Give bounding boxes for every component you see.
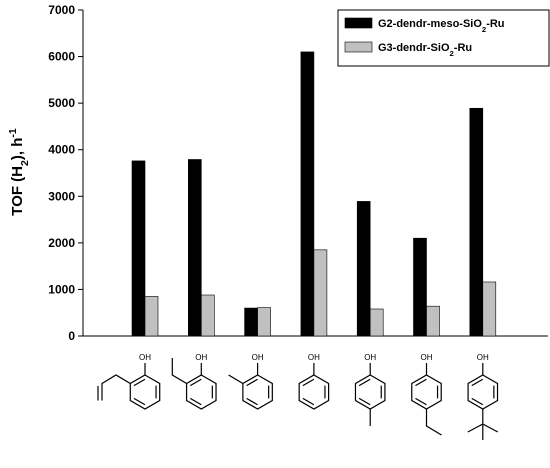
y-tick-label: 4000 bbox=[48, 143, 75, 157]
structure-label: OH bbox=[252, 353, 264, 362]
bar bbox=[356, 201, 371, 337]
ring bbox=[129, 374, 161, 410]
legend-box bbox=[337, 9, 550, 67]
bar bbox=[257, 307, 271, 337]
ring-double-bonds bbox=[133, 378, 157, 406]
ring bbox=[467, 374, 499, 410]
ring bbox=[411, 374, 442, 410]
y-tick-label: 1000 bbox=[48, 282, 75, 296]
bar bbox=[413, 237, 427, 337]
y-tick-label: 0 bbox=[68, 329, 75, 343]
ring-double-bonds bbox=[302, 378, 326, 406]
substituent bbox=[228, 374, 244, 385]
substituent bbox=[425, 409, 442, 436]
ring-double-bonds bbox=[471, 378, 495, 406]
structure-label: OH bbox=[421, 353, 433, 362]
bar bbox=[426, 305, 440, 337]
legend-label: G3-dendr-SiO2-Ru bbox=[378, 42, 472, 58]
structure-label: OH bbox=[477, 353, 489, 362]
y-tick-label: 3000 bbox=[48, 189, 75, 203]
ring-double-bonds bbox=[189, 378, 213, 406]
y-axis-label: TOF (H2), h-1 bbox=[7, 128, 31, 216]
structure-label: OH bbox=[195, 353, 207, 362]
ring bbox=[354, 374, 386, 410]
bar bbox=[313, 249, 328, 337]
ring bbox=[242, 374, 273, 410]
legend-label: G2-dendr-meso-SiO2-Ru bbox=[378, 18, 505, 34]
bar bbox=[369, 308, 384, 337]
bar bbox=[244, 307, 258, 337]
substituent bbox=[467, 409, 499, 440]
substituent bbox=[171, 358, 187, 385]
bar bbox=[201, 294, 215, 337]
ring bbox=[298, 374, 330, 410]
legend-swatch bbox=[344, 17, 373, 29]
ring-double-bonds bbox=[246, 378, 270, 406]
y-tick-label: 6000 bbox=[48, 50, 75, 64]
bar bbox=[131, 160, 146, 337]
structure-label: OH bbox=[364, 353, 376, 362]
ring-double-bonds bbox=[358, 378, 382, 406]
structure-label: OH bbox=[308, 353, 320, 362]
bar bbox=[482, 281, 497, 337]
legend-swatch bbox=[344, 41, 373, 53]
bar bbox=[188, 159, 202, 337]
bar bbox=[144, 296, 159, 337]
y-tick-label: 5000 bbox=[48, 96, 75, 110]
y-tick-label: 2000 bbox=[48, 236, 75, 250]
bar bbox=[469, 107, 484, 337]
ring-double-bonds bbox=[415, 378, 439, 406]
ring bbox=[185, 374, 217, 410]
bar bbox=[300, 51, 315, 337]
structure-label: OH bbox=[139, 353, 151, 362]
y-tick-label: 7000 bbox=[48, 3, 75, 17]
substituent bbox=[97, 374, 131, 401]
